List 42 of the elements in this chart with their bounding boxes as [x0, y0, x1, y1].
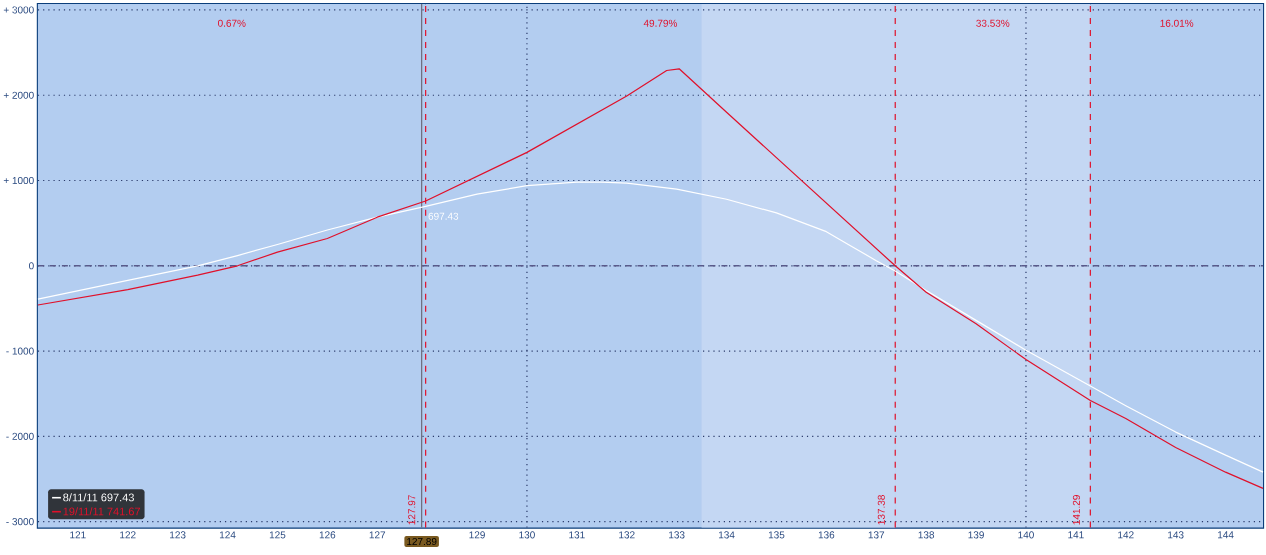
x-tick-label: 144 [1218, 531, 1234, 539]
legend-label: 19/11/11 741.67 [63, 507, 141, 516]
x-tick-label: 139 [968, 531, 984, 539]
y-tick-label: 0 [29, 262, 34, 270]
y-tick-label: - 3000 [6, 518, 34, 526]
x-tick-label: 136 [818, 531, 835, 539]
x-tick-label: 127 [369, 531, 386, 539]
x-tick-label: 122 [120, 531, 136, 539]
x-tick-label: 142 [1118, 531, 1134, 539]
legend-label: 8/11/11 697.43 [63, 493, 134, 502]
x-tick-label: 143 [1168, 531, 1184, 539]
y-tick-label: - 2000 [6, 433, 34, 441]
x-tick-label: 135 [768, 531, 785, 539]
x-tick-label: 123 [170, 531, 186, 539]
y-tick-label: - 1000 [6, 347, 34, 355]
y-tick-label: + 2000 [3, 91, 34, 99]
y-tick-label: + 1000 [3, 177, 34, 185]
x-tick-label: 134 [718, 531, 735, 539]
x-tick-label: 141 [1068, 531, 1084, 539]
band-label: 49.79% [643, 19, 678, 27]
ref-line-label: 141.29 [1072, 495, 1080, 525]
x-tick-label: 137 [868, 531, 885, 539]
y-tick-label: + 3000 [3, 6, 34, 14]
x-tick-label: 129 [469, 531, 485, 539]
annotation: 697.43 [428, 212, 459, 220]
x-tick-label: 140 [1018, 531, 1034, 539]
band-label: 33.53% [976, 19, 1010, 27]
x-tick-label: 133 [669, 531, 685, 539]
ref-line-label: 137.38 [877, 495, 885, 525]
x-tick-label: 131 [569, 531, 585, 539]
x-tick-label: 121 [70, 531, 86, 539]
x-tick-label: 138 [918, 531, 935, 539]
band-label: 0.67% [217, 19, 246, 27]
line-series [37, 181, 1264, 473]
x-tick-label: 130 [519, 531, 535, 539]
x-tick-label: 124 [219, 531, 236, 539]
x-tick-label: 125 [269, 531, 286, 539]
ref-line-label: 127.89 [407, 538, 437, 546]
ref-line-label: 127.97 [408, 495, 416, 525]
band-label: 16.01% [1160, 19, 1194, 27]
x-tick-label: 132 [619, 531, 635, 539]
x-tick-label: 126 [319, 531, 336, 539]
